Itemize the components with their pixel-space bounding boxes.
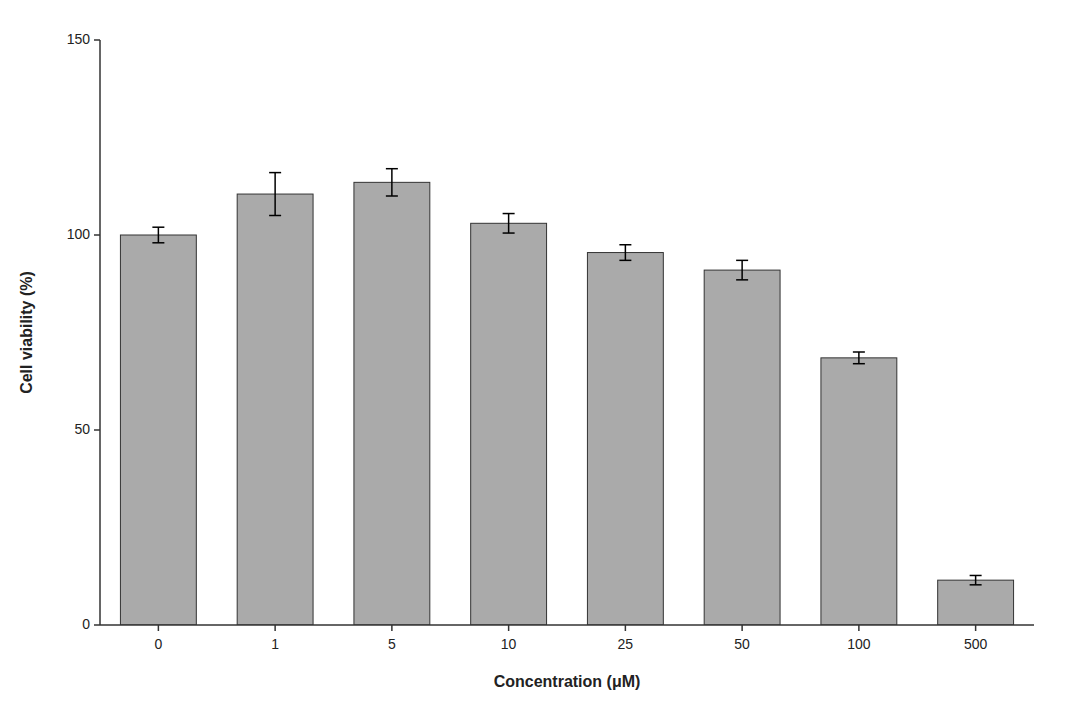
- x-tick-label: 50: [734, 636, 750, 652]
- y-tick-label: 100: [67, 226, 91, 242]
- x-tick: [858, 625, 860, 631]
- x-axis-line: [100, 624, 1034, 626]
- x-tick: [158, 625, 160, 631]
- bar: [821, 358, 897, 625]
- error-bar: [152, 227, 164, 243]
- error-bar: [503, 214, 515, 234]
- error-bar: [970, 575, 982, 584]
- error-bar-cap: [152, 242, 164, 244]
- error-bar-cap: [736, 260, 748, 262]
- error-bar-cap: [619, 260, 631, 262]
- error-bar-stem: [975, 575, 977, 584]
- x-tick: [508, 625, 510, 631]
- axes: 0 50 100 150 0 1 5 10 25 50 100 500: [67, 31, 1034, 652]
- error-bar-cap: [386, 168, 398, 170]
- error-bar-cap: [503, 232, 515, 234]
- bar: [938, 580, 1014, 625]
- y-tick-label: 150: [67, 31, 91, 47]
- error-bar-stem: [274, 173, 276, 216]
- bar: [587, 253, 663, 625]
- error-bar-cap: [970, 575, 982, 577]
- y-tick: [94, 624, 100, 626]
- error-bar-cap: [269, 215, 281, 217]
- y-tick: [94, 39, 100, 41]
- bar: [120, 235, 196, 625]
- bar: [704, 270, 780, 625]
- error-bar-stem: [741, 260, 743, 280]
- x-tick: [391, 625, 393, 631]
- y-axis-label: Cell viability (%): [18, 271, 35, 394]
- error-bar-cap: [619, 244, 631, 246]
- x-tick-label: 1: [271, 636, 279, 652]
- bars: [120, 169, 1013, 625]
- error-bar-cap: [269, 172, 281, 174]
- chart-svg: 0 50 100 150 0 1 5 10 25 50 100 500 Concentration (μ…: [0, 0, 1074, 715]
- error-bar-cap: [736, 279, 748, 281]
- x-axis-label: Concentration (μM): [494, 673, 641, 690]
- x-tick-label: 25: [618, 636, 634, 652]
- y-tick: [94, 429, 100, 431]
- error-bar-stem: [858, 352, 860, 364]
- x-tick: [741, 625, 743, 631]
- x-tick: [274, 625, 276, 631]
- error-bar-cap: [853, 351, 865, 353]
- chart-container: 0 50 100 150 0 1 5 10 25 50 100 500 Concentration (μ…: [0, 0, 1074, 715]
- error-bar-cap: [853, 363, 865, 365]
- error-bar-stem: [508, 214, 510, 234]
- error-bar-stem: [625, 245, 627, 261]
- y-axis-line: [99, 40, 101, 625]
- error-bar-cap: [386, 195, 398, 197]
- error-bar-stem: [391, 169, 393, 196]
- error-bar: [619, 245, 631, 261]
- error-bar-cap: [503, 213, 515, 215]
- bar: [471, 223, 547, 625]
- error-bar: [269, 173, 281, 216]
- bar: [237, 194, 313, 625]
- y-tick: [94, 234, 100, 236]
- error-bar: [853, 352, 865, 364]
- error-bar-stem: [158, 227, 160, 243]
- y-tick-label: 50: [74, 421, 90, 437]
- x-tick-label: 5: [388, 636, 396, 652]
- x-tick-label: 0: [154, 636, 162, 652]
- error-bar-cap: [152, 226, 164, 228]
- x-tick-label: 10: [501, 636, 517, 652]
- x-tick-label: 100: [847, 636, 871, 652]
- x-tick: [975, 625, 977, 631]
- error-bar: [736, 260, 748, 280]
- error-bar: [386, 169, 398, 196]
- bar: [354, 182, 430, 625]
- x-tick: [625, 625, 627, 631]
- y-tick-label: 0: [82, 616, 90, 632]
- x-tick-label: 500: [964, 636, 988, 652]
- error-bar-cap: [970, 584, 982, 586]
